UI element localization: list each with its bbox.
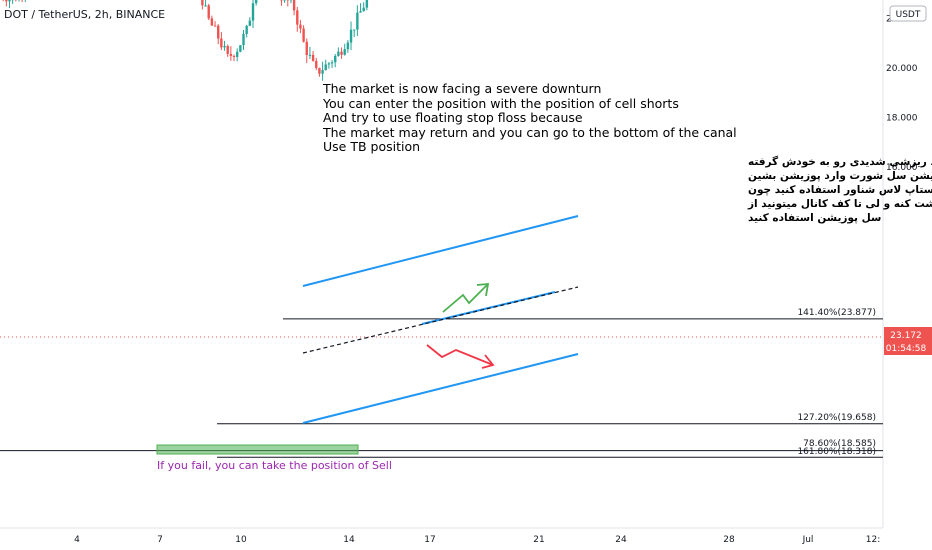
currency-label: USDT bbox=[896, 10, 921, 20]
candle-body bbox=[356, 12, 359, 30]
candle-body bbox=[254, 0, 258, 4]
svg-text:The market may return and you: The market may return and you can go to … bbox=[322, 125, 737, 140]
candle-body bbox=[239, 45, 242, 52]
current-price-label: 23.172 bbox=[890, 331, 922, 341]
candle-body bbox=[330, 62, 334, 64]
candle-body bbox=[210, 18, 214, 26]
channel-upper-line[interactable] bbox=[302, 215, 579, 287]
bullish-arrow[interactable] bbox=[442, 283, 489, 313]
candle-body bbox=[321, 70, 324, 74]
fib-label-161: 161.80%(18.318) bbox=[797, 447, 876, 457]
svg-text:سل پوزیشن استفاده کنید: سل پوزیشن استفاده کنید bbox=[748, 212, 881, 224]
candle-body bbox=[223, 45, 226, 48]
svg-text:و سعی کنید که از استاپ لاس شنا: و سعی کنید که از استاپ لاس شناور استفاده… bbox=[748, 184, 932, 196]
bullish-arrow-head bbox=[476, 282, 490, 297]
candle-body bbox=[8, 0, 11, 2]
price-axis[interactable]: 16.00018.00020.00022.00024.00026.00028.0… bbox=[886, 0, 918, 173]
candle-body bbox=[302, 28, 305, 42]
channel-lower-line[interactable] bbox=[302, 353, 579, 424]
candle-body bbox=[213, 25, 217, 27]
y-tick-label: 18.000 bbox=[886, 113, 918, 123]
candle-body bbox=[308, 54, 312, 56]
svg-text:You can enter the position wit: You can enter the position with the posi… bbox=[322, 96, 679, 111]
candle-body bbox=[315, 60, 318, 69]
support-zone[interactable] bbox=[156, 444, 359, 455]
svg-text:The market is now facing a sev: The market is now facing a severe downtu… bbox=[322, 81, 601, 96]
candle-body bbox=[5, 0, 8, 2]
candle-body bbox=[235, 51, 239, 57]
chart-title: DOT / TetherUS, 2h, BINANCE bbox=[4, 8, 165, 21]
candle-body bbox=[220, 38, 223, 48]
candle-body bbox=[311, 54, 315, 61]
candle-body bbox=[343, 49, 346, 55]
candle-body bbox=[245, 25, 248, 34]
fib-label-141: 141.40%(23.877) bbox=[797, 308, 876, 318]
candle-body bbox=[334, 55, 337, 63]
candle-body bbox=[349, 29, 353, 43]
candle-body bbox=[362, 7, 365, 12]
x-tick-label: 24 bbox=[615, 535, 627, 545]
candle-body bbox=[346, 42, 350, 50]
fib-label-127: 127.20%(19.658) bbox=[797, 413, 876, 423]
candle-body bbox=[327, 63, 331, 65]
candle-body bbox=[292, 0, 296, 11]
candle-body bbox=[207, 5, 210, 19]
x-tick-label: 21 bbox=[533, 535, 544, 545]
currency-badge[interactable] bbox=[889, 5, 927, 22]
candle-body bbox=[340, 51, 343, 55]
candle-body bbox=[248, 20, 252, 26]
candle-body bbox=[299, 24, 302, 29]
candle-body bbox=[204, 5, 207, 7]
x-tick-label: 12: bbox=[866, 535, 880, 545]
x-tick-label: 28 bbox=[723, 535, 735, 545]
x-tick-label: 4 bbox=[74, 535, 80, 545]
bearish-arrow[interactable] bbox=[426, 344, 494, 366]
candle-body bbox=[296, 10, 299, 25]
x-tick-label: 14 bbox=[343, 535, 355, 545]
english-annotation[interactable]: The market is now facing a severe downtu… bbox=[322, 81, 737, 154]
candle-body bbox=[232, 55, 236, 57]
candle-body bbox=[318, 68, 321, 74]
svg-text:شما میتونید با پوزیشن سل شورت: شما میتونید با پوزیشن سل شورت وارد پوزیش… bbox=[748, 170, 932, 182]
farsi-annotation[interactable]: بازار الان گارد ریزشی شدیدی رو به خودش گ… bbox=[747, 155, 932, 224]
candle-body bbox=[226, 45, 229, 54]
candle-body bbox=[305, 41, 308, 56]
candle-body bbox=[337, 51, 340, 56]
candle-body bbox=[217, 25, 220, 39]
countdown-label: 01:54:58 bbox=[886, 344, 927, 354]
x-tick-label: 17 bbox=[424, 535, 435, 545]
svg-text:بازار الان گارد ریزشی شدیدی رو: بازار الان گارد ریزشی شدیدی رو به خودش گ… bbox=[748, 155, 932, 168]
candle-body bbox=[242, 33, 245, 46]
candle-body bbox=[251, 3, 255, 21]
candle-body bbox=[229, 53, 233, 56]
candle-body bbox=[201, 0, 204, 6]
x-tick-label: 10 bbox=[235, 535, 247, 545]
time-axis[interactable]: 4 7 10 14 17 21 24 28 Jul 12: bbox=[74, 535, 880, 545]
candle-body bbox=[353, 29, 356, 31]
svg-text:Use TB position: Use TB position bbox=[323, 139, 420, 154]
svg-text:And try to use floating stop f: And try to use floating stop floss becau… bbox=[323, 110, 583, 125]
candle-body bbox=[359, 11, 362, 13]
svg-text:ممکنه بازار برگشت کنه و لی تا: ممکنه بازار برگشت کنه و لی تا کف کانال م… bbox=[747, 197, 932, 210]
channel-middle-projection[interactable] bbox=[302, 286, 579, 354]
current-price-badge bbox=[884, 327, 932, 355]
candle-body bbox=[324, 64, 327, 71]
candle-body bbox=[365, 0, 369, 8]
y-tick-label: 16.000 bbox=[886, 163, 918, 173]
candlestick-series bbox=[2, 0, 369, 81]
x-tick-label: 7 bbox=[157, 535, 163, 545]
fib-label-786: 78.60%(18.585) bbox=[803, 439, 876, 449]
bearish-arrow-head bbox=[481, 354, 495, 369]
fail-note: If you fail, you can take the position o… bbox=[157, 459, 392, 472]
x-tick-label: Jul bbox=[802, 535, 814, 545]
y-tick-label: 20.000 bbox=[886, 64, 918, 74]
